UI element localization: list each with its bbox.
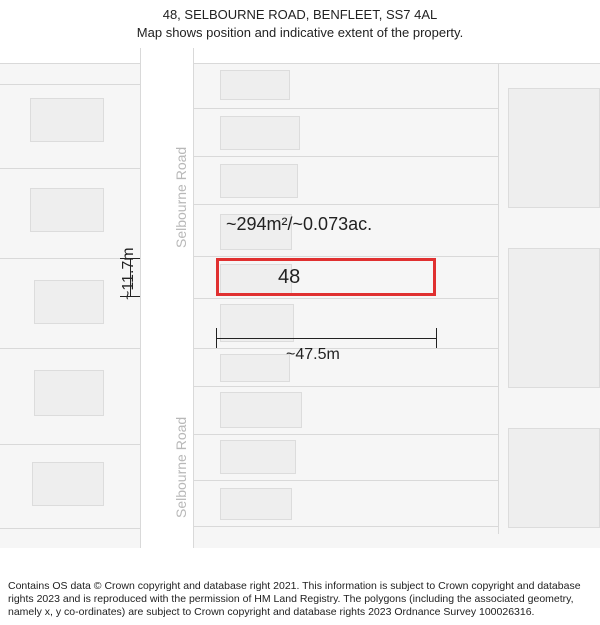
map-canvas: Selbourne Road Selbourne Road 48 ~294m²/~0.…	[0, 48, 600, 548]
road-label-lower: Selbourne Road	[173, 417, 189, 518]
dim-width-line	[216, 338, 436, 339]
plot-line-right-9	[194, 526, 498, 527]
dim-width-tick-l	[216, 328, 217, 348]
dim-height-label: ~11.7m	[120, 247, 138, 300]
building-right-8	[220, 440, 296, 474]
header-title: 48, SELBOURNE ROAD, BENFLEET, SS7 4AL	[10, 6, 590, 24]
dim-width-tick-r	[436, 328, 437, 348]
plot-line-left-1	[0, 168, 140, 169]
header-subtitle: Map shows position and indicative extent…	[10, 24, 590, 42]
plot-line-left-3	[0, 348, 140, 349]
plot-line-left-0	[0, 84, 140, 85]
building-left-0	[30, 98, 104, 142]
building-right-1	[220, 116, 300, 150]
footer-copyright: Contains OS data © Crown copyright and d…	[0, 574, 600, 625]
building-left-4	[32, 462, 104, 506]
building-farright-2	[508, 428, 600, 528]
building-left-1	[30, 188, 104, 232]
road-label-upper: Selbourne Road	[173, 147, 189, 248]
header: 48, SELBOURNE ROAD, BENFLEET, SS7 4AL Ma…	[0, 0, 600, 46]
dim-width-label: ~47.5m	[286, 346, 340, 364]
plot-line-right-7	[194, 434, 498, 435]
plot-line-left-2	[0, 258, 140, 259]
building-left-2	[34, 280, 104, 324]
plot-line-right-2	[194, 204, 498, 205]
plot-line-right-4	[194, 298, 498, 299]
building-farright-0	[508, 88, 600, 208]
plot-right-edge	[498, 64, 499, 534]
plot-line-left-4	[0, 444, 140, 445]
building-farright-1	[508, 248, 600, 388]
building-right-2	[220, 164, 298, 198]
area-label: ~294m²/~0.073ac.	[226, 214, 372, 235]
building-right-9	[220, 488, 292, 520]
plot-line-right-1	[194, 156, 498, 157]
plot-line-right-3	[194, 256, 498, 257]
building-right-6	[220, 354, 290, 382]
building-right-7	[220, 392, 302, 428]
plot-line-right-6	[194, 386, 498, 387]
plot-line-right-5	[194, 348, 498, 349]
plot-line-right-8	[194, 480, 498, 481]
building-right-5	[220, 304, 294, 342]
building-left-3	[34, 370, 104, 416]
plot-line-right-0	[194, 108, 498, 109]
road-top	[0, 48, 600, 64]
plot-line-left-5	[0, 528, 140, 529]
property-highlight	[216, 258, 436, 296]
property-number: 48	[278, 266, 300, 289]
building-right-0	[220, 70, 290, 100]
